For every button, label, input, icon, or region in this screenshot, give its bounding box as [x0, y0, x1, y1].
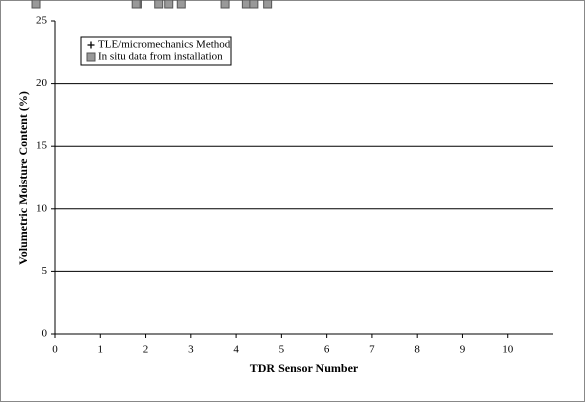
x-tick-label: 2	[143, 344, 149, 356]
x-tick-label: 4	[233, 344, 239, 356]
point	[154, 0, 164, 9]
point	[249, 0, 259, 9]
legend-marker	[86, 52, 96, 62]
y-tick-label: 25	[36, 15, 48, 27]
point	[31, 0, 41, 9]
x-tick-label: 8	[414, 344, 420, 356]
point	[176, 0, 186, 9]
y-tick-label: 10	[36, 202, 48, 214]
legend-label: TLE/micromechanics Method	[98, 39, 231, 51]
x-axis-label: TDR Sensor Number	[250, 361, 359, 375]
x-tick-label: 5	[279, 344, 285, 356]
y-axis-label: Volumetric Moisture Content (%)	[16, 91, 30, 265]
y-tick-label: 20	[36, 77, 48, 89]
point	[131, 0, 141, 9]
x-tick-label: 10	[502, 344, 514, 356]
x-tick-label: 9	[460, 344, 466, 356]
point	[263, 0, 273, 9]
legend-box	[80, 36, 232, 66]
legend-marker	[87, 41, 95, 49]
point	[241, 0, 251, 9]
x-tick-label: 3	[188, 344, 194, 356]
x-tick-label: 0	[52, 344, 58, 356]
x-tick-label: 1	[98, 344, 104, 356]
y-tick-label: 15	[36, 140, 48, 152]
y-tick-label: 5	[42, 265, 48, 277]
point	[164, 0, 174, 9]
y-tick-label: 0	[42, 328, 48, 340]
legend-label: In situ data from installation	[98, 51, 223, 63]
x-tick-label: 6	[324, 344, 330, 356]
point	[220, 0, 230, 9]
x-tick-label: 7	[369, 344, 375, 356]
